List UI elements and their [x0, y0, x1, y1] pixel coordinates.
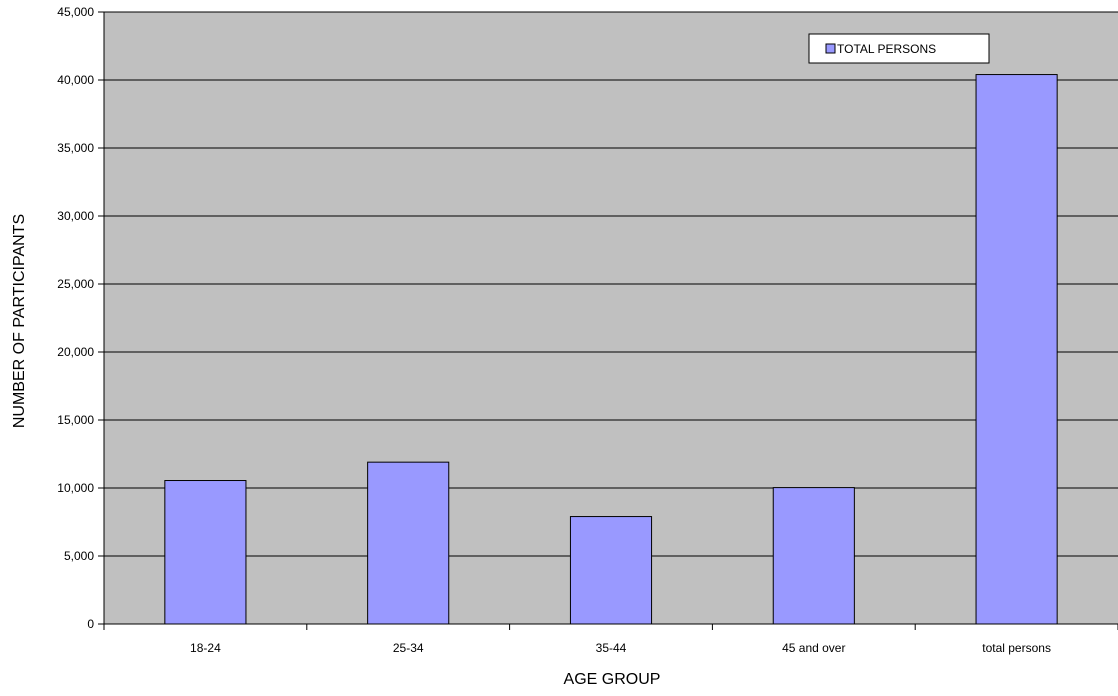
bar-35-44 [569, 516, 653, 625]
y-tick-label: 25,000 [57, 277, 94, 291]
legend: TOTAL PERSONS [808, 33, 990, 64]
x-axis-label: AGE GROUP [564, 671, 661, 688]
bars [164, 74, 1058, 625]
legend-label: TOTAL PERSONS [837, 42, 936, 56]
y-tick-label: 30,000 [57, 209, 94, 223]
x-tick-label: 35-44 [596, 641, 627, 655]
bar-45-and-over [772, 487, 855, 625]
gridlines [104, 11, 1118, 557]
y-tick-label: 35,000 [57, 141, 94, 155]
y-tick-label: 10,000 [57, 481, 94, 495]
y-tick-label: 45,000 [57, 5, 94, 19]
y-axis: 0 5,000 10,000 15,000 20,000 25,000 30,000 35,0… [57, 5, 105, 631]
x-tick-label: 25-34 [393, 641, 424, 655]
y-tick-label: 20,000 [57, 345, 94, 359]
legend-swatch [825, 43, 836, 54]
y-tick-label: 5,000 [64, 549, 94, 563]
bar-25-34 [367, 461, 450, 625]
bar-18-24 [164, 480, 247, 625]
x-tick-label: total persons [982, 641, 1051, 655]
x-axis: 18-24 25-34 35-44 45 and over total persons [103, 623, 1118, 655]
y-tick-label: 40,000 [57, 73, 94, 87]
y-tick-label: 0 [87, 617, 94, 631]
bar-total-persons [975, 74, 1058, 625]
x-tick-label: 18-24 [190, 641, 221, 655]
x-tick-label: 45 and over [782, 641, 845, 655]
y-axis-label: NUMBER OF PARTICIPANTS [11, 214, 28, 428]
legend-box [808, 33, 990, 64]
y-tick-label: 15,000 [57, 413, 94, 427]
